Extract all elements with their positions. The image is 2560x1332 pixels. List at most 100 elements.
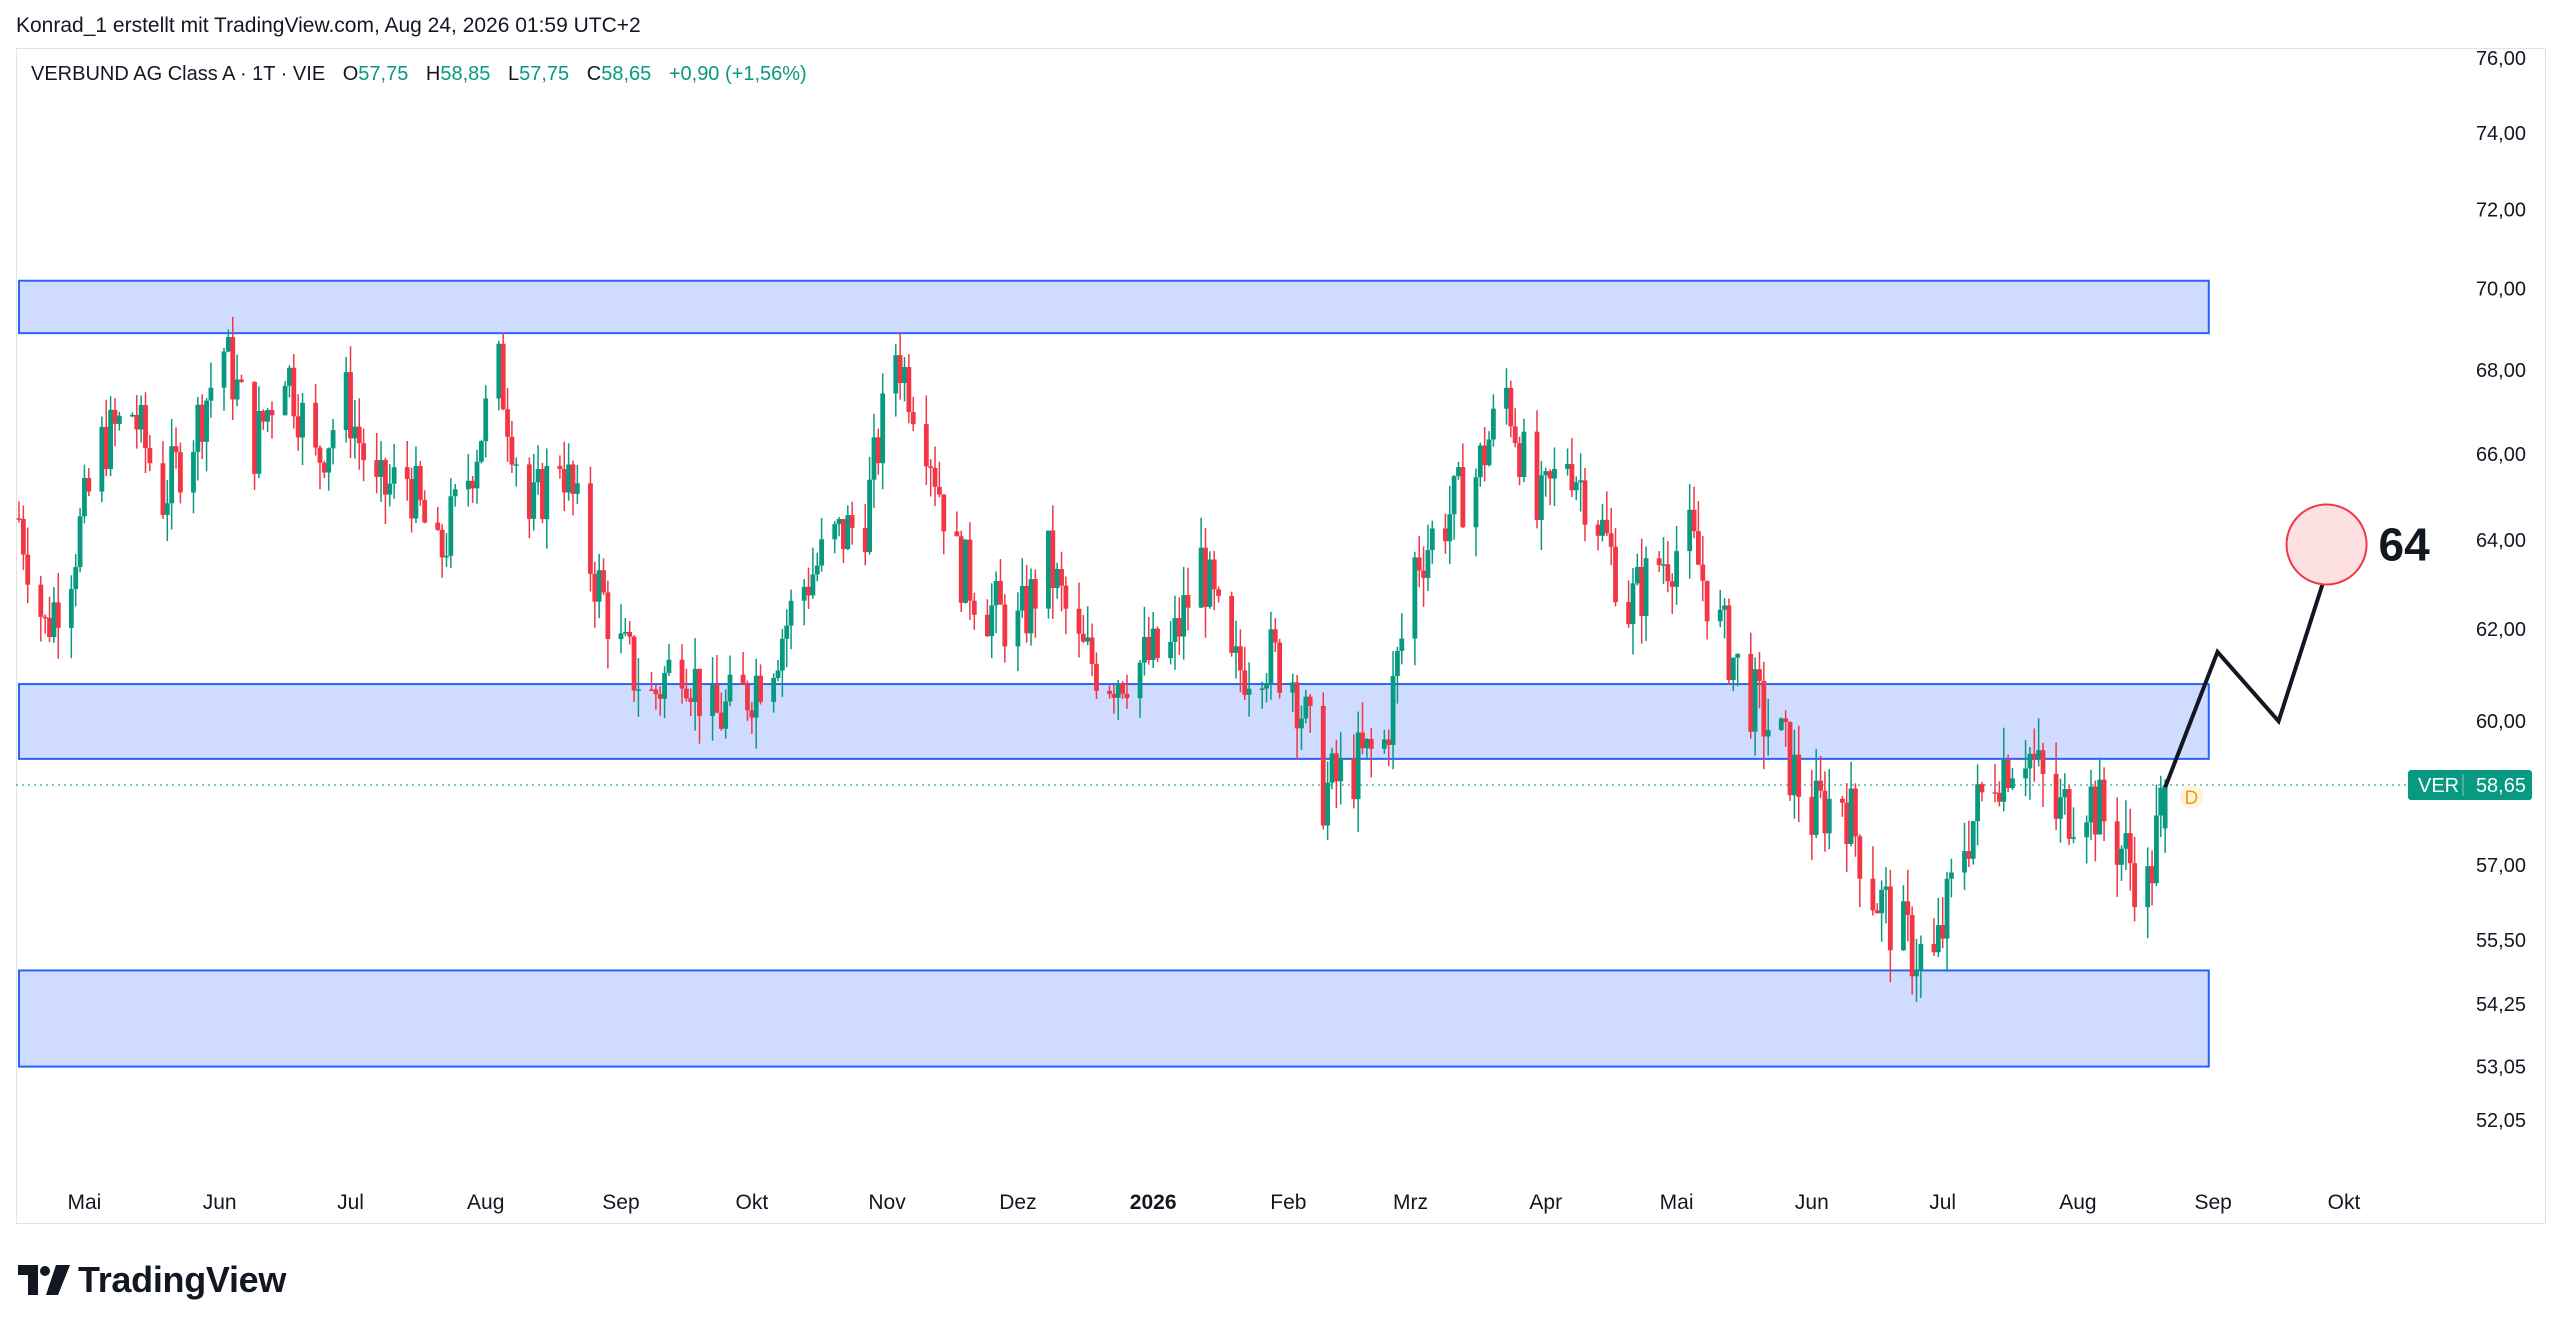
x-tick-label: Dez xyxy=(999,1191,1036,1214)
candle xyxy=(526,457,532,539)
candle-body xyxy=(845,515,851,550)
candle xyxy=(1508,380,1514,438)
candle-body xyxy=(500,343,506,410)
candle-body xyxy=(1857,836,1863,879)
candle-body xyxy=(1935,925,1941,953)
candle xyxy=(2027,747,2033,800)
candle xyxy=(1796,725,1802,823)
candle xyxy=(108,396,114,477)
candle-body xyxy=(989,605,995,637)
candle-body xyxy=(295,416,301,438)
candle-body xyxy=(330,430,336,449)
legend-symbol[interactable]: VERBUND AG Class A · 1T · VIE xyxy=(31,63,326,85)
candle-body xyxy=(404,467,410,479)
candle-body xyxy=(1329,753,1335,783)
candle xyxy=(173,427,179,469)
candle-body xyxy=(1783,718,1789,722)
y-tick-label: 72,00 xyxy=(2476,200,2526,222)
candle xyxy=(1996,781,2002,807)
candle xyxy=(1142,606,1147,676)
candle xyxy=(1028,568,1034,646)
candle-body xyxy=(116,415,122,424)
candle xyxy=(1512,408,1518,448)
candle xyxy=(343,356,349,443)
candle-body xyxy=(596,570,602,602)
candle-body xyxy=(1185,595,1191,608)
candle-body xyxy=(1547,471,1553,479)
candle xyxy=(653,684,659,710)
candle xyxy=(1172,595,1178,670)
candle-body xyxy=(1085,637,1091,642)
candle-body xyxy=(439,529,445,558)
support-resistance-zone-3 xyxy=(18,969,2210,1068)
candle-body xyxy=(1534,431,1540,521)
candle xyxy=(779,628,785,697)
candle-body xyxy=(282,385,288,416)
candle-body xyxy=(2058,797,2063,819)
candle xyxy=(1626,580,1632,628)
candle-body xyxy=(448,496,454,556)
candle xyxy=(313,384,319,456)
candle-body xyxy=(82,477,87,517)
candle xyxy=(666,644,672,677)
candle xyxy=(1412,551,1418,666)
candle xyxy=(2145,847,2151,939)
candle-body xyxy=(1268,629,1274,684)
candle-body xyxy=(998,580,1003,605)
candle xyxy=(923,395,929,486)
candle-body xyxy=(1608,533,1614,547)
candle xyxy=(2001,727,2007,812)
candle xyxy=(1870,846,1876,916)
candle-body xyxy=(1600,519,1605,536)
chart-pane[interactable] xyxy=(16,48,2546,1224)
candle xyxy=(1931,918,1937,957)
candle xyxy=(20,505,26,571)
y-tick-label: 66,00 xyxy=(2476,444,2526,466)
candle xyxy=(1656,551,1662,573)
candle-body xyxy=(1338,758,1344,782)
candle-body xyxy=(2027,753,2033,769)
candle xyxy=(1399,613,1405,665)
candle xyxy=(1538,461,1544,550)
candle-body xyxy=(1063,585,1069,609)
candle xyxy=(1578,453,1584,512)
candle xyxy=(897,332,903,400)
candle-body xyxy=(1019,585,1025,611)
x-tick-label: Jun xyxy=(203,1191,237,1214)
x-tick-label: Jun xyxy=(1795,1191,1829,1214)
candle-body xyxy=(718,712,724,729)
candle-body xyxy=(42,616,48,619)
candle xyxy=(928,459,934,497)
candle-body xyxy=(1761,680,1767,737)
tradingview-logo[interactable]: TradingView xyxy=(18,1258,286,1302)
candle xyxy=(1360,702,1365,755)
candle-body xyxy=(86,477,92,492)
candle-body xyxy=(1992,792,1998,794)
candle-body xyxy=(1757,669,1762,681)
candle-body xyxy=(2062,789,2068,798)
candle-body xyxy=(1181,595,1187,637)
candle xyxy=(99,416,105,503)
candle xyxy=(1094,652,1099,700)
candle xyxy=(291,354,297,429)
candle-body xyxy=(1176,618,1182,637)
candle xyxy=(566,443,572,501)
candle-body xyxy=(1429,528,1435,551)
candle xyxy=(1901,885,1906,951)
candle xyxy=(1787,721,1793,801)
candle xyxy=(893,344,899,417)
candle-body xyxy=(252,381,257,474)
candle-body xyxy=(38,584,44,617)
candle xyxy=(143,392,148,474)
legend-change: +0,90 (+1,56%) xyxy=(668,63,807,85)
candle xyxy=(330,418,336,465)
candle-body xyxy=(1996,792,2002,802)
x-axis[interactable]: Mai Jun Jul Aug Sep Okt Nov Dez 2026 Feb Mrz Apr Mai… xyxy=(68,1191,2361,1214)
candle-body xyxy=(1272,629,1278,643)
legend-high-label: H xyxy=(425,63,441,85)
candle-body xyxy=(1962,851,1967,873)
candle-body xyxy=(875,437,881,464)
candle xyxy=(177,442,183,504)
y-axis[interactable]: 76,00 74,00 72,00 70,00 68,00 66,00 64,00 62,00… xyxy=(2408,48,2532,1132)
